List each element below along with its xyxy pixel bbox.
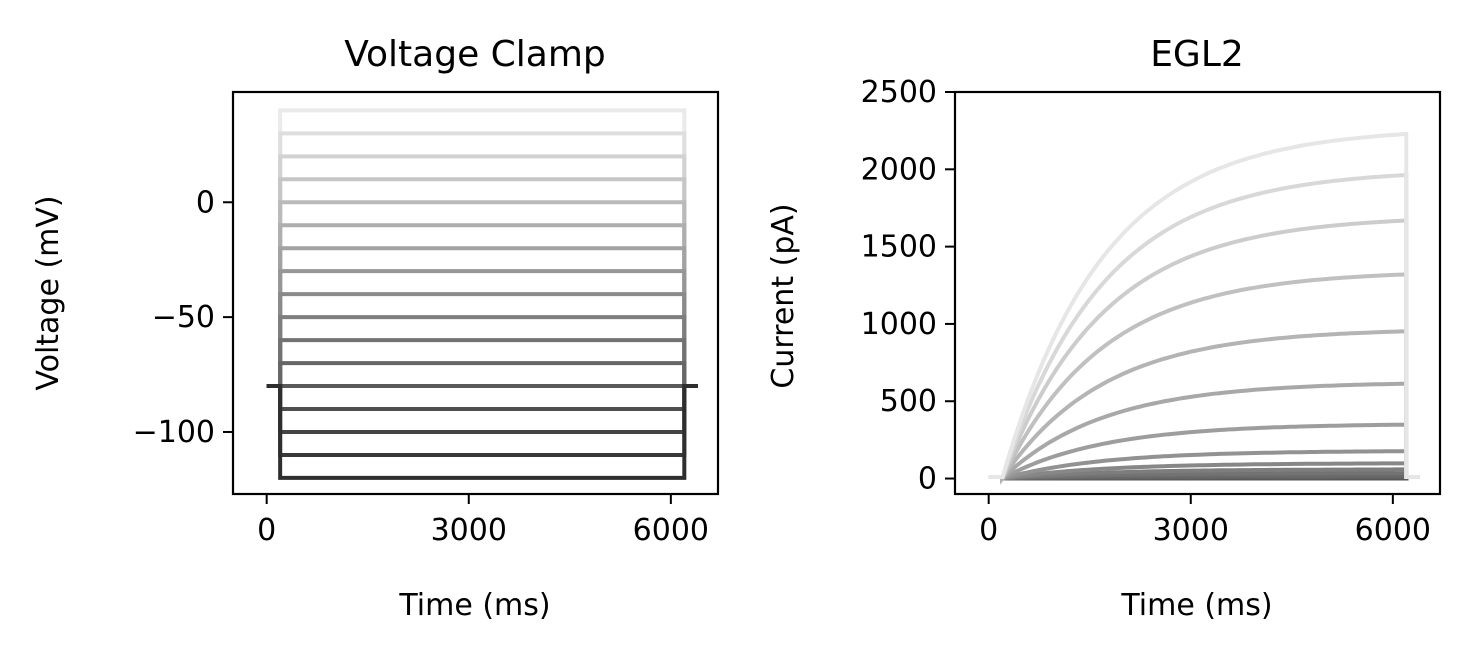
x-axis-ticks: 0 3000 6000 xyxy=(979,494,1431,548)
current-traces xyxy=(988,131,1420,485)
x-tick-label: 6000 xyxy=(633,513,709,548)
current-trace xyxy=(988,449,1420,482)
y-tick-label: 0 xyxy=(196,185,215,220)
panel-egl2: EGL2 0 3000 6000 0 500 1000 1500 2000 2500 Time… xyxy=(766,34,1442,623)
plot-frame xyxy=(953,90,1442,496)
y-axis-label: Current (pA) xyxy=(766,203,801,388)
current-trace xyxy=(988,422,1420,482)
x-axis-ticks: 0 3000 6000 xyxy=(257,494,709,548)
voltage-trace xyxy=(266,384,698,457)
x-tick-label: 3000 xyxy=(1153,513,1229,548)
x-axis-label: Time (ms) xyxy=(1120,588,1272,623)
y-axis-label: Voltage (mV) xyxy=(31,195,66,390)
chart-title: EGL2 xyxy=(1150,34,1244,75)
chart-title: Voltage Clamp xyxy=(344,34,606,75)
x-tick-label: 0 xyxy=(257,513,276,548)
plot-frame xyxy=(231,90,720,496)
x-tick-label: 0 xyxy=(979,513,998,548)
voltage-traces xyxy=(266,108,698,480)
current-trace xyxy=(988,218,1420,480)
y-tick-label: 2000 xyxy=(861,152,937,187)
voltage-trace xyxy=(266,131,698,389)
y-tick-label: 2500 xyxy=(861,75,937,110)
y-tick-label: −100 xyxy=(133,415,215,450)
y-tick-label: 0 xyxy=(918,462,937,497)
y-axis-ticks: 0 −50 −100 xyxy=(133,185,233,450)
current-trace xyxy=(988,467,1420,481)
voltage-trace xyxy=(266,361,698,389)
current-trace xyxy=(988,461,1420,481)
voltage-trace xyxy=(266,315,698,389)
current-trace xyxy=(988,381,1420,484)
y-tick-label: 1000 xyxy=(861,307,937,342)
panel-voltage-clamp: Voltage Clamp 0 3000 6000 0 −50 −100 Time (m… xyxy=(31,34,720,623)
y-tick-label: 500 xyxy=(880,384,937,419)
x-axis-label: Time (ms) xyxy=(398,588,550,623)
voltage-trace xyxy=(266,269,698,389)
x-tick-label: 6000 xyxy=(1355,513,1431,548)
y-tick-label: 1500 xyxy=(861,230,937,265)
x-tick-label: 3000 xyxy=(431,513,507,548)
voltage-trace xyxy=(266,384,698,412)
current-trace xyxy=(988,172,1420,480)
current-trace xyxy=(988,272,1420,480)
y-axis-ticks: 0 500 1000 1500 2000 2500 xyxy=(861,75,955,497)
voltage-trace xyxy=(266,177,698,389)
voltage-trace xyxy=(266,384,698,480)
current-trace xyxy=(988,329,1420,485)
y-tick-label: −50 xyxy=(152,300,215,335)
current-trace xyxy=(988,131,1420,480)
